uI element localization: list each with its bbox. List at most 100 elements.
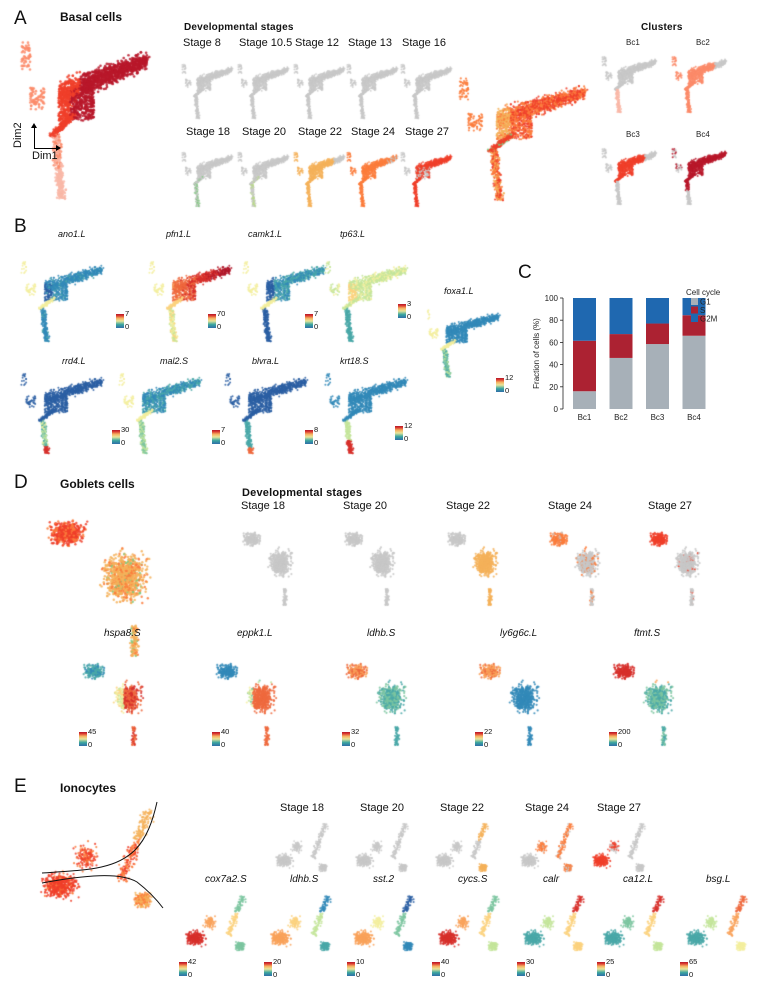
ionocyte-umap-main	[25, 800, 175, 925]
gene-umap	[318, 360, 416, 460]
colorbar-gradient	[680, 962, 688, 976]
colorbar: 12 0	[395, 421, 421, 444]
colorbar: 40 0	[212, 727, 238, 750]
stage-umap	[540, 518, 620, 608]
gene-label: ly6g6c.L	[500, 628, 538, 639]
y-tick-label: 40	[549, 361, 558, 370]
stage-label: Stage 18	[186, 126, 231, 138]
colorbar-gradient	[496, 378, 504, 392]
cluster-label: Bc2	[696, 38, 710, 47]
gene-label: ldhb.S	[290, 874, 319, 885]
colorbar-gradient	[597, 962, 605, 976]
colorbar: 45 0	[79, 727, 105, 750]
colorbar-gradient	[305, 314, 313, 328]
dim2-arrow-line	[34, 128, 35, 148]
gene-label: cycs.S	[458, 874, 488, 885]
colorbar-min: 0	[314, 438, 319, 447]
colorbar-min: 0	[404, 434, 409, 443]
stage-label: Stage 22	[298, 126, 343, 138]
basal-umap-stages-combined	[450, 60, 600, 210]
stage-umap	[234, 143, 294, 211]
dev-stages-title-a: Developmental stages	[184, 22, 294, 33]
y-tick-label: 60	[549, 338, 558, 347]
colorbar-max: 3	[407, 299, 412, 308]
colorbar-min: 0	[441, 970, 446, 979]
x-tick-label: Bc1	[578, 413, 592, 422]
colorbar-min: 0	[689, 970, 694, 979]
bar-bc2-s	[609, 334, 633, 358]
gene-umap	[430, 890, 510, 960]
cluster-umap	[598, 139, 662, 209]
stage-umap	[438, 518, 518, 608]
gene-umap	[515, 890, 595, 960]
gene-umap	[14, 360, 112, 460]
gene-umap	[142, 248, 240, 348]
stage-umap	[178, 55, 238, 123]
colorbar-max: 12	[404, 421, 413, 430]
stage-label: Stage 12	[295, 37, 340, 49]
gene-umap	[14, 248, 112, 348]
gene-label: ldhb.S	[367, 628, 396, 639]
colorbar: 200 0	[609, 727, 635, 750]
cell-cycle-bar-chart: 0 20 40 60 80 100 Fraction of cells (%) Bc1 Bc2 B…	[532, 288, 721, 422]
cluster-umap	[668, 47, 732, 117]
colorbar-gradient	[395, 426, 403, 440]
colorbar-gradient	[305, 430, 313, 444]
gene-label: eppk1.L	[237, 628, 273, 639]
colorbar-max: 70	[217, 309, 226, 318]
dim2-label: Dim2	[12, 122, 24, 148]
gene-umap	[205, 648, 300, 748]
stage-label: Stage 27	[405, 126, 450, 138]
dim1-arrow-line	[34, 148, 56, 149]
bar-bc2-g2m	[609, 298, 633, 335]
gene-label: hspa8.S	[104, 628, 141, 639]
stage-label: Stage 13	[348, 37, 393, 49]
stage-umap	[234, 55, 294, 123]
stage-label: Stage 22	[446, 500, 491, 512]
panel-letter-d: D	[14, 472, 28, 493]
colorbar-gradient	[116, 314, 124, 328]
colorbar-min: 0	[217, 322, 222, 331]
colorbar-gradient	[609, 732, 617, 746]
colorbar-max: 7	[314, 309, 319, 318]
stage-label: Stage 24	[525, 802, 570, 814]
colorbar-max: 10	[356, 957, 365, 966]
colorbar-min: 0	[351, 740, 356, 749]
colorbar-min: 0	[188, 970, 193, 979]
gene-label: cox7a2.S	[205, 874, 247, 885]
colorbar-max: 12	[505, 373, 514, 382]
panel-letter-c: C	[518, 262, 532, 283]
bar-bc4-s	[682, 315, 706, 336]
stage-umap	[640, 518, 720, 608]
stage-label: Stage 18	[280, 802, 325, 814]
gene-label: foxa1.L	[444, 286, 474, 296]
gene-label: ca12.L	[623, 874, 654, 885]
dim2-arrow-icon	[31, 123, 37, 128]
colorbar-min: 0	[125, 322, 130, 331]
stage-umap	[268, 818, 338, 880]
colorbar-max: 30	[526, 957, 535, 966]
stage-label: Stage 20	[242, 126, 287, 138]
gene-label: bsg.L	[706, 874, 731, 885]
x-tick-label: Bc4	[687, 413, 701, 422]
gene-umap	[177, 890, 257, 960]
stage-umap	[290, 55, 350, 123]
colorbar: 22 0	[475, 727, 501, 750]
panel-letter-e: E	[14, 776, 27, 797]
colorbar-min: 0	[88, 740, 93, 749]
x-tick-label: Bc2	[614, 413, 628, 422]
bar-bc3-g1	[646, 344, 669, 409]
bar-bc1-g2m	[573, 298, 596, 341]
colorbar-max: 20	[273, 957, 282, 966]
gene-umap	[112, 360, 210, 460]
stage-label: Stage 18	[241, 500, 286, 512]
colorbar-gradient	[208, 314, 216, 328]
gene-label: sst.2	[373, 874, 395, 885]
y-axis-label: Fraction of cells (%)	[532, 318, 541, 389]
colorbar-min: 0	[606, 970, 611, 979]
stage-label: Stage 27	[597, 802, 642, 814]
colorbar: 70 0	[208, 309, 234, 332]
y-tick-label: 20	[549, 383, 558, 392]
legend-swatch-g2m	[691, 315, 698, 322]
